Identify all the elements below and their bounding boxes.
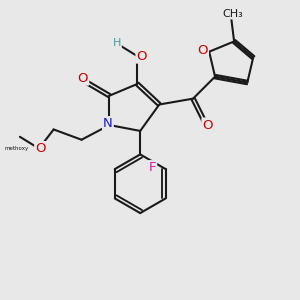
Text: O: O (197, 44, 208, 57)
Text: O: O (35, 142, 46, 155)
Text: O: O (78, 72, 88, 85)
Text: H: H (112, 38, 121, 48)
Text: N: N (103, 117, 113, 130)
Text: methoxy: methoxy (5, 146, 29, 151)
Text: O: O (202, 118, 213, 132)
Text: F: F (149, 161, 156, 174)
Text: O: O (136, 50, 147, 63)
Text: CH₃: CH₃ (222, 8, 243, 19)
